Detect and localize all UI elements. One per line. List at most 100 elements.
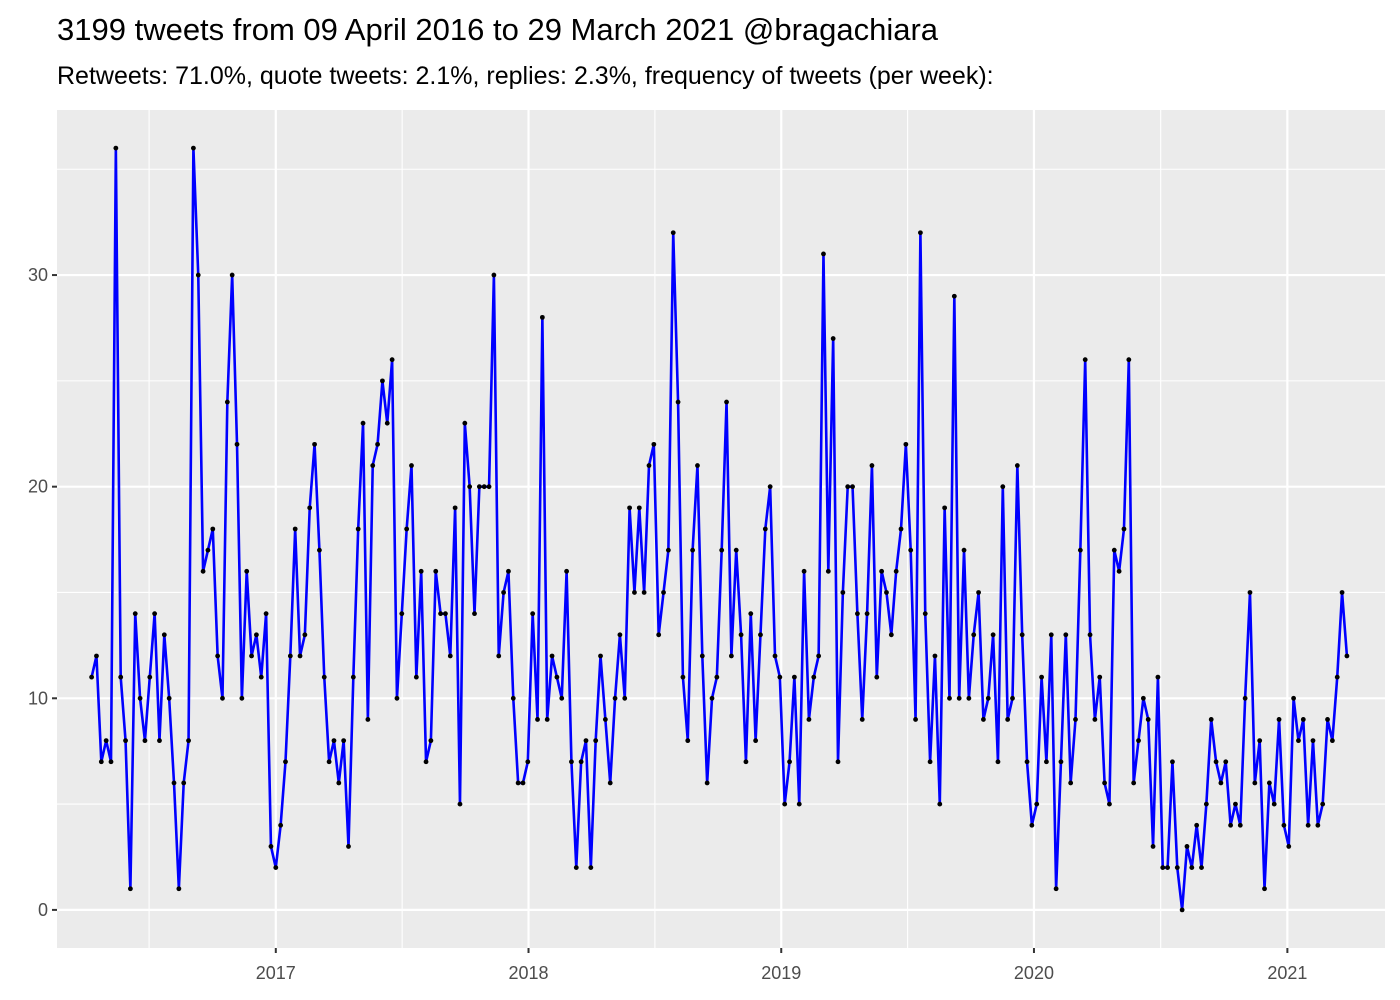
data-point [724, 399, 729, 405]
data-point [210, 526, 216, 532]
data-point [937, 801, 943, 807]
data-point [884, 590, 889, 595]
data-point [903, 441, 909, 447]
data-point [1160, 865, 1166, 870]
data-point [1111, 547, 1117, 553]
data-point [544, 717, 550, 722]
data-point [1116, 568, 1122, 574]
data-point [452, 505, 458, 511]
data-point [1044, 759, 1049, 765]
data-point [942, 505, 948, 511]
data-point [355, 526, 361, 532]
data-point [825, 568, 831, 574]
data-point [680, 674, 686, 680]
data-point [578, 759, 584, 765]
data-point [874, 674, 880, 680]
data-point [801, 568, 807, 574]
data-point [457, 801, 463, 807]
data-point [675, 399, 681, 405]
data-point [297, 653, 303, 659]
data-point [791, 674, 797, 680]
y-tick-label: 0 [38, 900, 48, 920]
data-point [394, 695, 400, 701]
data-point [767, 484, 773, 490]
data-point [762, 526, 768, 532]
data-point [292, 526, 298, 532]
data-point [845, 484, 851, 490]
data-point [472, 611, 477, 617]
data-point [913, 717, 918, 722]
data-point [569, 759, 574, 765]
data-point [976, 590, 981, 595]
data-point [772, 653, 778, 659]
data-point [404, 526, 410, 532]
data-point [258, 674, 264, 680]
data-point [1058, 759, 1064, 765]
data-point [1107, 801, 1112, 807]
x-tick-label: 2017 [256, 963, 296, 983]
data-point [1242, 695, 1248, 701]
data-point [1184, 844, 1190, 849]
data-point [758, 632, 763, 638]
data-point [1339, 590, 1345, 595]
data-point [283, 759, 288, 765]
data-point [341, 738, 347, 744]
data-point [307, 505, 313, 511]
data-point [501, 590, 506, 595]
data-point [94, 653, 99, 659]
data-point [782, 801, 788, 807]
data-point [1252, 780, 1258, 786]
data-point [869, 463, 875, 468]
data-point [166, 695, 172, 701]
data-point [1034, 801, 1040, 807]
data-point [1208, 717, 1214, 722]
data-point [268, 844, 274, 849]
chart-subtitle: Retweets: 71.0%, quote tweets: 2.1%, rep… [57, 62, 994, 90]
data-point [622, 695, 628, 701]
data-point [840, 590, 846, 595]
data-point [127, 886, 133, 892]
data-point [1092, 717, 1098, 722]
data-point [995, 759, 1001, 765]
data-point [137, 695, 143, 701]
data-point [98, 759, 104, 765]
data-point [879, 568, 885, 574]
data-point [418, 568, 424, 574]
data-point [423, 759, 429, 765]
data-point [123, 738, 128, 744]
data-point [486, 484, 492, 490]
data-point [1266, 780, 1272, 786]
data-point [312, 441, 317, 447]
data-point [142, 738, 148, 744]
data-point [627, 505, 632, 511]
data-point [719, 547, 725, 553]
y-axis: 0 10 20 30 [28, 265, 57, 920]
data-point [1121, 526, 1127, 532]
data-point [908, 547, 914, 553]
data-point [656, 632, 662, 638]
data-point [1199, 865, 1204, 870]
y-tick-label: 10 [28, 688, 48, 708]
data-point [234, 441, 240, 447]
data-point [491, 272, 497, 278]
x-tick-label: 2019 [761, 963, 801, 983]
data-point [1315, 822, 1321, 828]
data-point [1271, 801, 1277, 807]
data-point [704, 780, 710, 786]
data-point [588, 865, 594, 870]
data-point [462, 420, 468, 426]
data-point [1073, 717, 1078, 722]
data-point [1126, 357, 1132, 363]
data-point [636, 505, 642, 511]
data-point [384, 420, 390, 426]
data-point [1194, 822, 1200, 828]
data-point [1014, 463, 1020, 468]
data-point [1237, 822, 1243, 828]
data-point [888, 632, 894, 638]
data-point [1310, 738, 1316, 744]
data-point [961, 547, 967, 553]
data-point [728, 653, 734, 659]
data-point [709, 695, 715, 701]
data-point [947, 695, 952, 701]
